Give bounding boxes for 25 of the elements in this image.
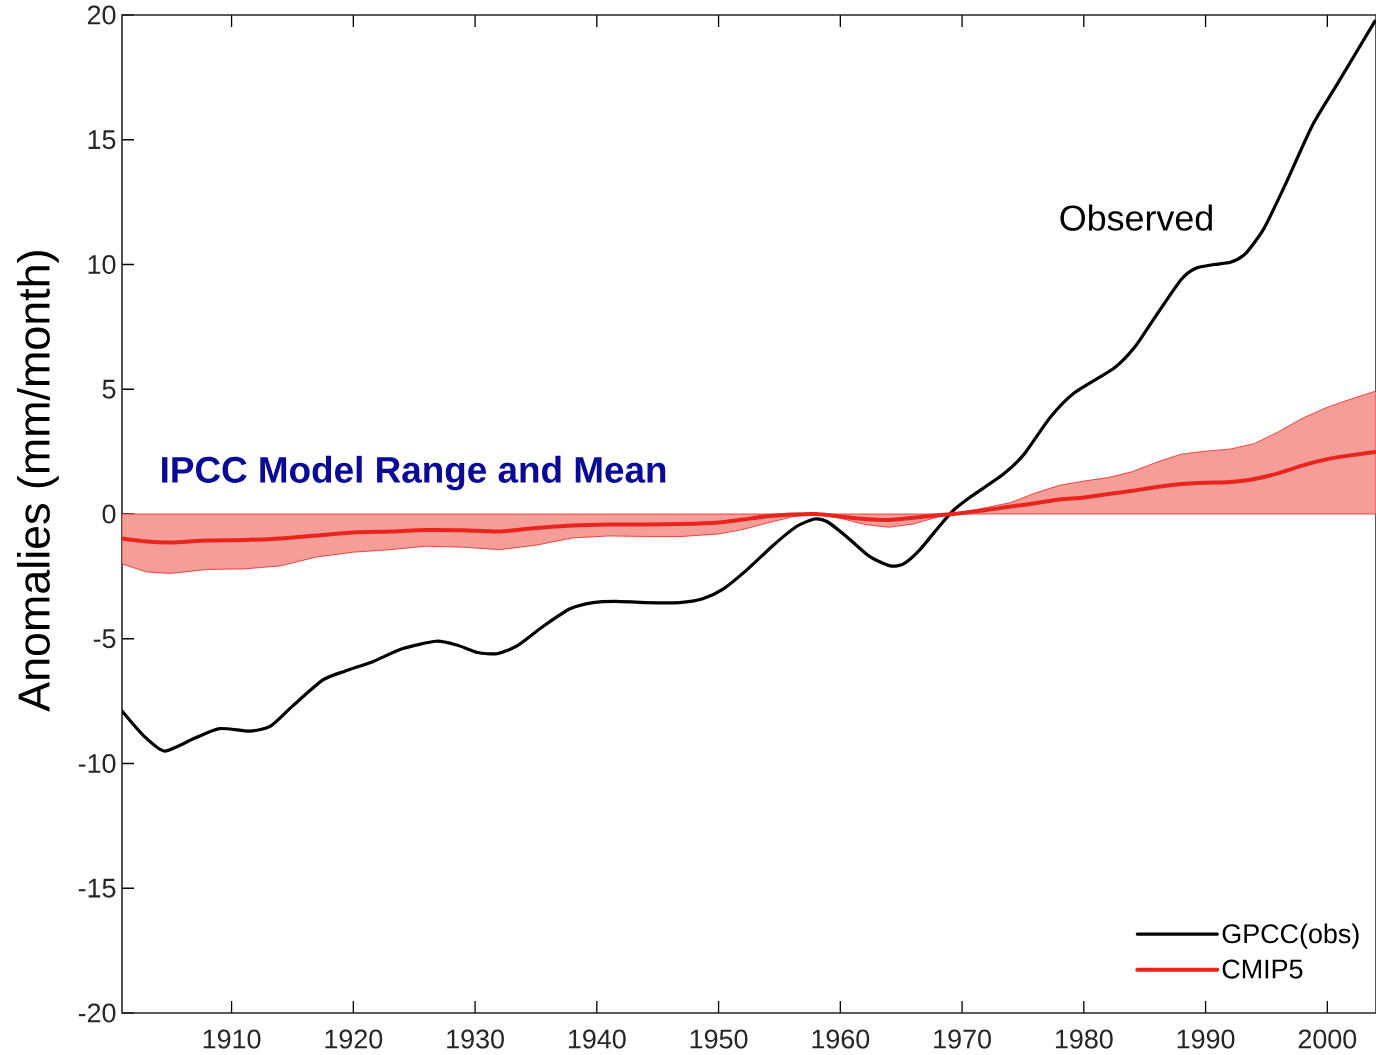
y-tick-label: -10 (78, 753, 116, 774)
x-tick-label: 1970 (934, 1029, 991, 1049)
x-tick-label: 2000 (1298, 1029, 1357, 1049)
y-tick-label: 15 (88, 130, 116, 150)
y-tick-label: -15 (78, 878, 116, 898)
line-series (122, 19, 1376, 753)
legend-label: GPCC(obs) (1222, 923, 1359, 949)
y-tick-label: 10 (88, 254, 116, 275)
annotation: IPCC Model Range and Mean (162, 455, 666, 491)
y-tick-label: 5 (102, 379, 116, 399)
y-tick-label: -5 (93, 629, 116, 649)
x-tick-label: 1990 (1177, 1029, 1235, 1049)
x-tick-label: 1930 (447, 1029, 504, 1049)
x-tick-label: 1980 (1055, 1029, 1113, 1049)
x-tick-label: 1940 (568, 1029, 626, 1049)
x-tick-label: 1950 (690, 1029, 748, 1049)
x-tick-label: 1960 (812, 1029, 870, 1049)
legend-label: CMIP5 (1222, 959, 1303, 979)
y-tick-label: 0 (102, 504, 116, 524)
x-tick-label: 1910 (203, 1029, 261, 1049)
y-tick-label: -20 (78, 1003, 116, 1023)
y-axis-title: Anomalies (mm/month) (17, 251, 59, 712)
x-tick-label: 1920 (325, 1029, 383, 1049)
y-tick-label: 20 (87, 5, 116, 25)
annotation: Observed (1060, 204, 1212, 231)
